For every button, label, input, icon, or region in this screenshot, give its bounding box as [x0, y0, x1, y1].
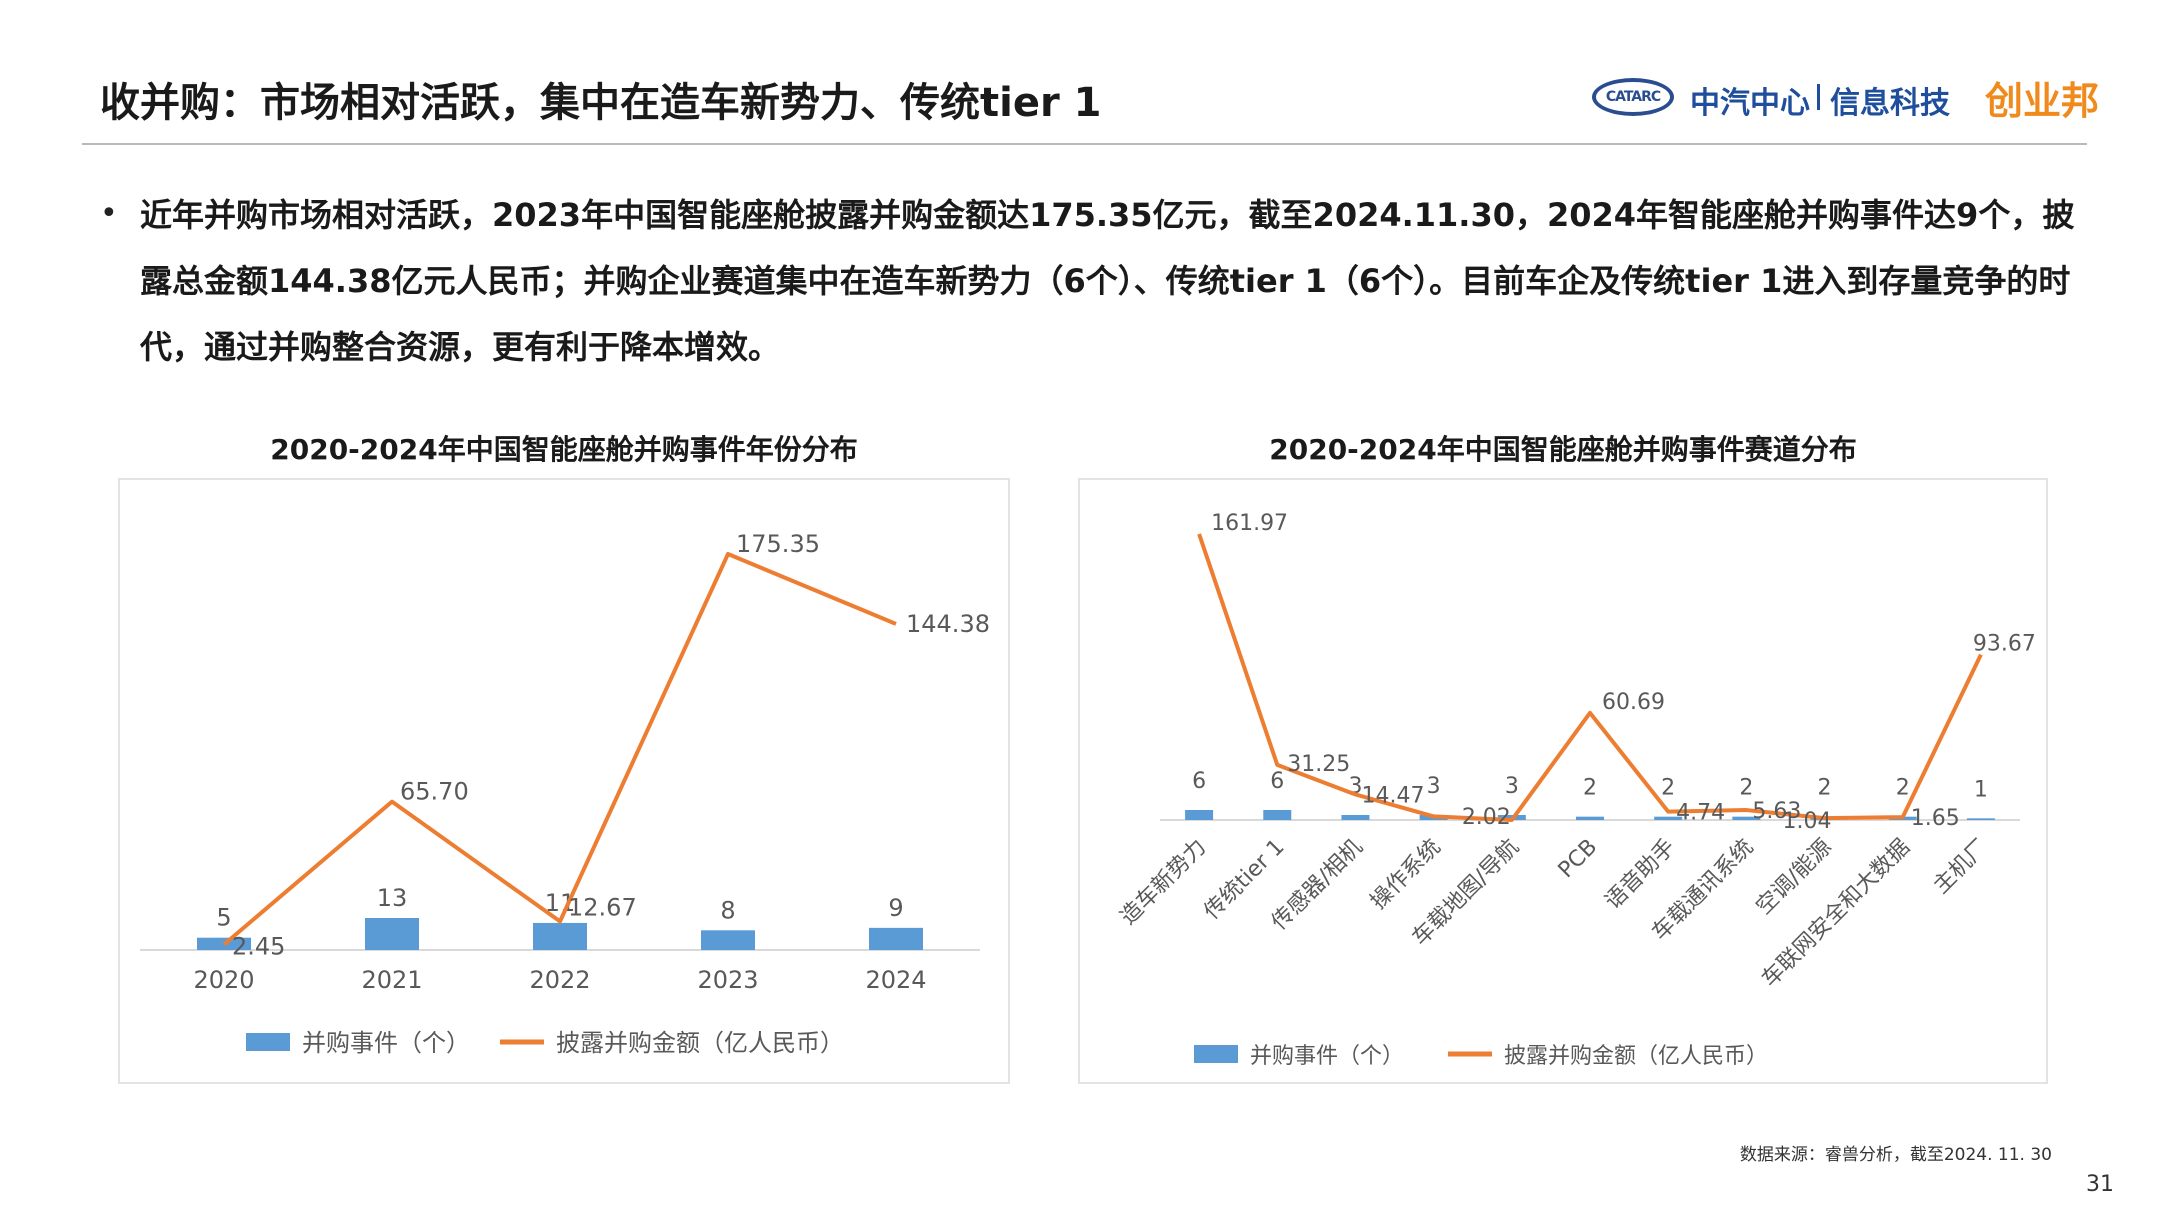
bar-events	[533, 922, 587, 950]
bar-events	[1966, 818, 1995, 820]
brand-name: 中汽中心	[1690, 86, 1810, 121]
bar-label: 6	[1192, 769, 1206, 794]
page-number: 31	[2086, 1172, 2114, 1197]
category-label: 2024	[865, 966, 926, 994]
bar-label: 9	[888, 894, 903, 922]
bar-events	[1341, 815, 1370, 820]
bullet-icon: •	[100, 196, 118, 231]
legend-bar-label: 并购事件（个）	[1250, 1044, 1404, 1069]
line-label: 12.67	[568, 893, 637, 921]
line-label: 2.02	[1462, 805, 1511, 830]
legend-line-label: 披露并购金额（亿人民币）	[556, 1029, 844, 1057]
category-label: 2023	[697, 966, 758, 994]
brand-divider	[1817, 84, 1820, 110]
bar-label: 8	[720, 896, 735, 924]
bar-label: 13	[377, 884, 408, 912]
category-label: 主机厂	[1929, 835, 1993, 899]
legend-bar-swatch	[1194, 1045, 1238, 1063]
category-label: 造车新势力	[1116, 835, 1211, 930]
catarc-logo: CATARC	[1592, 78, 1674, 116]
bar-label: 3	[1505, 774, 1519, 799]
line-label: 1.04	[1783, 809, 1832, 834]
chart-track-frame: 6 6 3 3 3 2 2 2 2 2 1 161.97 31.25 14.47 2.02 60.69 4.74…	[1078, 478, 2048, 1084]
data-source: 数据来源：睿兽分析，截至2024. 11. 30	[1739, 1145, 2052, 1165]
bar-label: 5	[216, 904, 231, 932]
line-label: 4.74	[1676, 801, 1725, 826]
brand-subtitle: 信息科技	[1830, 86, 1950, 121]
bar-events	[1263, 810, 1292, 820]
category-label: 语音助手	[1601, 835, 1681, 915]
bar-label: 2	[1739, 776, 1753, 801]
legend-bar-label: 并购事件（个）	[302, 1029, 470, 1057]
bar-label: 6	[1270, 769, 1284, 794]
bar-events	[701, 930, 755, 950]
line-label: 93.67	[1973, 632, 2036, 657]
chart-track-svg: 6 6 3 3 3 2 2 2 2 2 1161.9731.2514.472.0260.694.74…	[1116, 511, 2036, 1069]
legend-bar-swatch	[246, 1033, 290, 1051]
summary-text: 近年并购市场相对活跃，2023年中国智能座舱披露并购金额达175.35亿元，截至…	[140, 196, 2075, 366]
chart-track-title: 2020-2024年中国智能座舱并购事件赛道分布	[1269, 433, 1857, 466]
bar-label: 2	[1583, 776, 1597, 801]
bar-events	[869, 927, 923, 950]
bar-events	[1185, 810, 1214, 820]
line-label: 5.63	[1752, 799, 1801, 824]
header-divider	[82, 143, 2087, 145]
category-label: PCB	[1554, 835, 1603, 884]
bar-events	[1576, 816, 1604, 820]
category-label: 车联网安全和大数据	[1757, 835, 1915, 993]
line-label: 161.97	[1211, 511, 1288, 536]
page-title: 收并购：市场相对活跃，集中在造车新势力、传统tier 1	[100, 80, 1102, 126]
bar-label: 2	[1896, 776, 1910, 801]
bar-label: 2	[1661, 776, 1675, 801]
line-label: 31.25	[1287, 752, 1350, 777]
line-label: 14.47	[1361, 783, 1424, 808]
bar-events	[1654, 816, 1683, 820]
line-label: 2.45	[232, 932, 285, 960]
bar-label: 3	[1427, 774, 1441, 799]
line-label: 65.70	[400, 778, 469, 806]
line-label: 1.65	[1911, 806, 1960, 831]
cyzone-logo: 创业邦	[1985, 79, 2100, 123]
bar-events	[1732, 816, 1761, 820]
line-label: 144.38	[906, 610, 990, 638]
bar-label: 1	[1974, 777, 1988, 802]
category-label: 2021	[361, 966, 422, 994]
category-label: 2020	[193, 966, 254, 994]
bar-label: 2	[1818, 776, 1832, 801]
category-label: 操作系统	[1366, 835, 1446, 915]
category-label: 2022	[529, 966, 590, 994]
line-label: 60.69	[1602, 690, 1665, 715]
line-label: 175.35	[736, 530, 820, 558]
bar-events	[365, 918, 419, 950]
chart-year-frame: 5 13 11 8 9 2.45 65.70 12.67 175.35 144.38 2020 202…	[118, 478, 1010, 1084]
chart-year-title: 2020-2024年中国智能座舱并购事件年份分布	[270, 433, 858, 466]
legend-line-label: 披露并购金额（亿人民币）	[1504, 1044, 1768, 1069]
line-amount	[222, 552, 897, 946]
line-amount	[1197, 533, 1983, 822]
